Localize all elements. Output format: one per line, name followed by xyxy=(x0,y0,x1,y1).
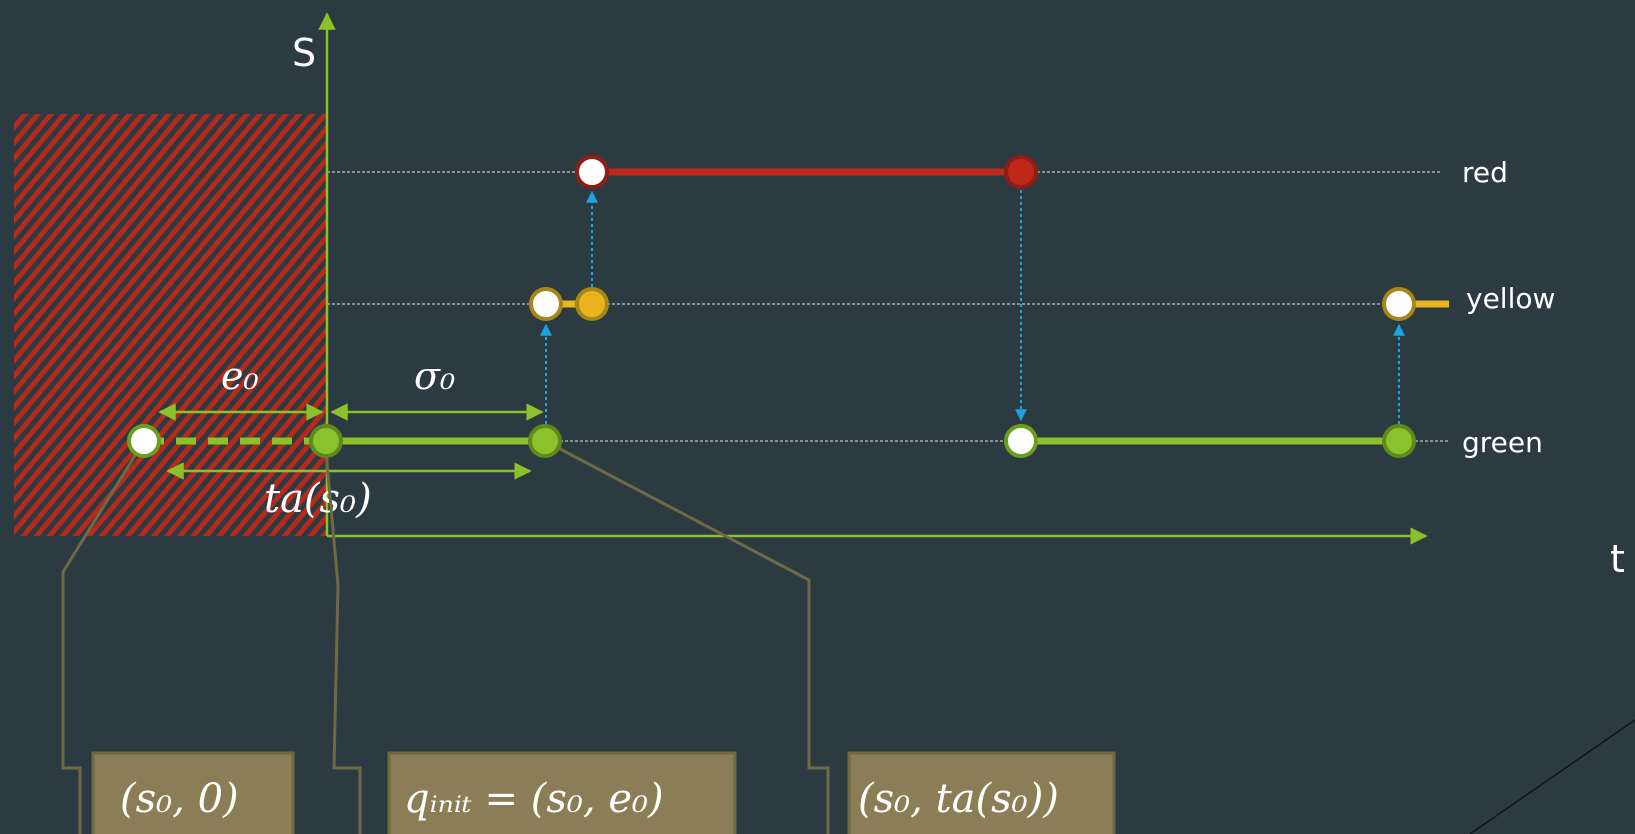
callout-box-s0-zero xyxy=(91,751,295,834)
y-axis-label: S xyxy=(292,31,316,75)
callout-text-q-init: qᵢₙᵢₜ = (s₀, e₀) xyxy=(404,776,664,822)
hatched-region xyxy=(14,114,327,536)
ta-s0-label: ta(s₀) xyxy=(264,476,372,522)
state-label-green: green xyxy=(1462,426,1543,459)
point-green-open-left xyxy=(127,424,161,458)
callout-box-s0-ta xyxy=(847,751,1116,834)
decorative-diagonal-line xyxy=(1469,719,1635,834)
e0-label: e₀ xyxy=(221,354,259,398)
point-yellow-filled xyxy=(575,287,609,321)
callout-connector-s0-zero xyxy=(61,440,146,834)
point-red-open xyxy=(575,155,609,189)
point-yellow-open xyxy=(529,287,563,321)
point-green-open-later xyxy=(1004,424,1038,458)
x-axis-label: t xyxy=(1610,537,1625,581)
point-green-filled-later xyxy=(1382,424,1416,458)
callout-connector-s0-ta xyxy=(544,439,830,834)
point-green-end-initial xyxy=(528,424,562,458)
sigma0-label: σ₀ xyxy=(414,354,455,398)
callout-text-s0-ta: (s₀, ta(s₀)) xyxy=(858,776,1059,822)
callout-connector-q-init xyxy=(323,440,362,834)
point-green-origin xyxy=(309,424,343,458)
state-label-red: red xyxy=(1462,156,1508,189)
point-red-filled xyxy=(1004,155,1038,189)
callout-text-s0-zero: (s₀, 0) xyxy=(120,776,239,822)
callout-box-q-init xyxy=(387,751,737,834)
state-label-yellow: yellow xyxy=(1466,282,1555,315)
point-yellow-open-end xyxy=(1382,287,1416,321)
